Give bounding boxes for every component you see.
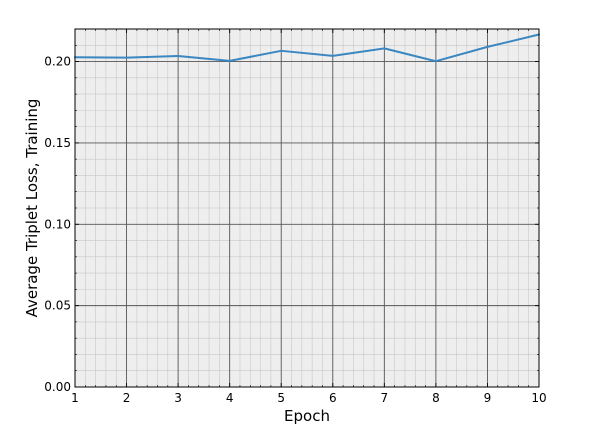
y-tick-label: 0.15 xyxy=(44,136,71,150)
x-tick-label: 9 xyxy=(484,391,492,405)
x-tick-label: 4 xyxy=(226,391,234,405)
x-tick-label: 1 xyxy=(71,391,79,405)
major-grid xyxy=(75,29,539,387)
x-tick-labels: 1 2 3 4 5 6 7 8 9 10 xyxy=(71,391,546,405)
x-tick-label: 5 xyxy=(277,391,285,405)
y-tick-label: 0.10 xyxy=(44,217,71,231)
x-tick-label: 2 xyxy=(123,391,131,405)
y-axis-label: Average Triplet Loss, Training xyxy=(23,99,41,318)
y-tick-label: 0.20 xyxy=(44,55,71,69)
x-tick-label: 7 xyxy=(381,391,389,405)
plot-frame xyxy=(74,28,540,388)
x-tick-label: 10 xyxy=(531,391,546,405)
x-tick-label: 6 xyxy=(329,391,337,405)
y-tick-label: 0.05 xyxy=(44,299,71,313)
minor-grid xyxy=(75,28,539,387)
x-tick-label: 3 xyxy=(174,391,182,405)
x-axis-label: Epoch xyxy=(284,407,330,425)
series-line xyxy=(74,33,540,63)
x-tick-label: 8 xyxy=(432,391,440,405)
series-layer xyxy=(74,33,540,63)
y-tick-labels: 0.00 0.05 0.10 0.15 0.20 xyxy=(44,55,71,394)
y-tick-label: 0.00 xyxy=(44,380,71,394)
